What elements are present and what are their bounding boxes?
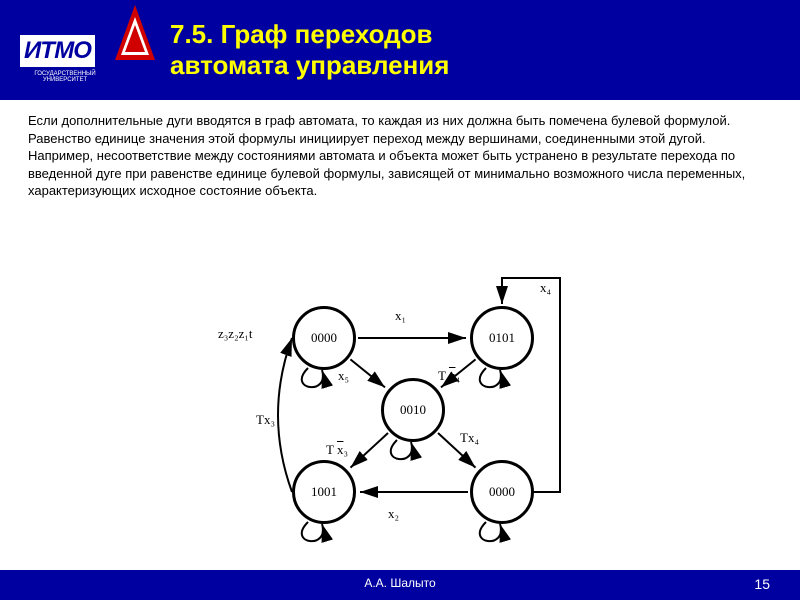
state-node: 0000 <box>292 306 356 370</box>
body-paragraph: Если дополнительные дуги вводятся в граф… <box>0 100 800 212</box>
logo: ИТМО ГОСУДАРСТВЕННЫЙ УНИВЕРСИТЕТ <box>20 5 150 95</box>
title-line2: автомата управления <box>170 50 449 80</box>
state-node: 0101 <box>470 306 534 370</box>
slide-footer: А.А. Шалыто 15 <box>0 570 800 600</box>
state-node: 0000 <box>470 460 534 524</box>
logo-triangle-icon <box>115 5 155 60</box>
edge-label: Tx₃ <box>256 412 275 428</box>
logo-text: ИТМО <box>20 35 95 67</box>
edge-label: z₃z₂z₁t <box>218 326 253 342</box>
footer-author: А.А. Шалыто <box>364 576 435 590</box>
slide-title: 7.5. Граф переходов автомата управления <box>170 19 449 81</box>
logo-sub-line2: УНИВЕРСИТЕТ <box>43 77 87 83</box>
logo-subtitle: ГОСУДАРСТВЕННЫЙ УНИВЕРСИТЕТ <box>20 69 110 85</box>
state-node: 0010 <box>381 378 445 442</box>
edge-label: x₅ <box>338 368 349 384</box>
edge-label: T x₄ <box>438 368 460 384</box>
title-line1: 7.5. Граф переходов <box>170 19 433 49</box>
state-graph: 0000 0101 0010 1001 0000 x₁ x₅ T x₄ T x₃ Tx₄ Tx₃ x₂… <box>190 260 610 550</box>
edge-label: Tx₄ <box>460 430 479 446</box>
edge-label: T x₃ <box>326 442 348 458</box>
edge-label: x₁ <box>395 308 406 324</box>
state-node: 1001 <box>292 460 356 524</box>
footer-page-number: 15 <box>754 576 770 592</box>
edge-label: x₄ <box>540 280 551 296</box>
slide-header: ИТМО ГОСУДАРСТВЕННЫЙ УНИВЕРСИТЕТ 7.5. Гр… <box>0 0 800 100</box>
edge-label: x₂ <box>388 506 399 522</box>
